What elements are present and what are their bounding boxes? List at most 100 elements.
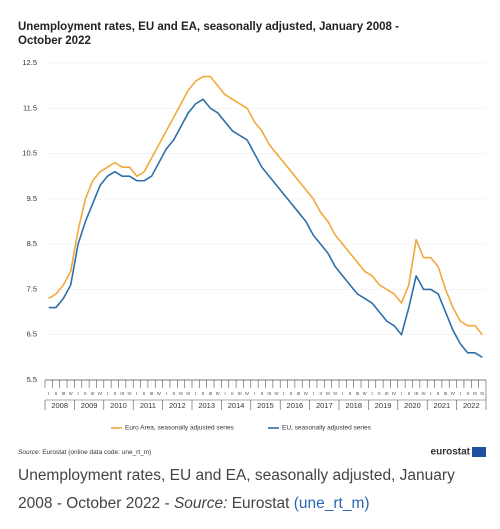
x-tick-label: II — [261, 391, 263, 396]
x-tick-label: II — [172, 391, 174, 396]
x-tick-label: I — [254, 391, 255, 396]
y-tick-label: 8.5 — [27, 239, 37, 248]
year-label: 2022 — [463, 401, 480, 410]
legend-label: Euro Area, seasonally adjusted series — [125, 425, 235, 432]
source-label: Source: — [18, 449, 41, 456]
caption-source: Eurostat — [231, 495, 290, 512]
x-tick-label: I — [342, 391, 343, 396]
chart-title: Unemployment rates, EU and EA, seasonall… — [18, 21, 399, 47]
x-tick-label: I — [48, 391, 49, 396]
x-tick-label: III — [444, 391, 448, 396]
year-label: 2015 — [257, 401, 274, 410]
x-tick-label: II — [349, 391, 351, 396]
x-tick-label: I — [136, 391, 137, 396]
x-tick-label: III — [267, 391, 271, 396]
caption-link[interactable]: (une_rt_m) — [293, 495, 370, 512]
x-tick-label: IV — [157, 391, 161, 396]
y-tick-label: 6.5 — [27, 330, 37, 339]
x-tick-label: III — [238, 391, 242, 396]
year-label: 2021 — [434, 401, 451, 410]
chart: 5.56.57.58.59.510.511.512.5I II III IV I II II… — [18, 58, 487, 458]
source-text: Eurostat (online data code: une_rt_m) — [42, 449, 151, 456]
x-tick-label: II — [84, 391, 86, 396]
x-tick-label: II — [290, 391, 292, 396]
x-tick-label: II — [319, 391, 321, 396]
year-label: 2013 — [198, 401, 215, 410]
x-tick-label: II — [202, 391, 204, 396]
x-tick-label: IV — [363, 391, 367, 396]
x-tick-label: II — [143, 391, 145, 396]
x-tick-label: III — [297, 391, 301, 396]
series-line — [48, 98, 483, 359]
caption-text: Unemployment rates, EU and EA, seasonall… — [18, 467, 455, 512]
x-tick-label: IV — [128, 391, 132, 396]
x-tick-label: III — [209, 391, 213, 396]
y-tick-label: 9.5 — [27, 194, 37, 203]
x-tick-label: I — [166, 391, 167, 396]
year-label: 2020 — [404, 401, 421, 410]
x-tick-label: IV — [98, 391, 102, 396]
x-tick-label: I — [283, 391, 284, 396]
caption: Unemployment rates, EU and EA, seasonall… — [18, 462, 493, 518]
legend-label: EU, seasonally adjusted series — [282, 425, 372, 432]
x-tick-label: I — [195, 391, 196, 396]
logo-flag — [472, 447, 486, 457]
x-tick-label: II — [55, 391, 57, 396]
x-tick-label: II — [408, 391, 410, 396]
y-tick-label: 12.5 — [22, 58, 37, 67]
x-tick-label: IV — [422, 391, 426, 396]
x-tick-label: IV — [275, 391, 279, 396]
year-label: 2014 — [228, 401, 245, 410]
source: Source: Eurostat (online data code: une_… — [18, 449, 151, 456]
x-tick-label: IV — [186, 391, 190, 396]
x-tick-label: IV — [333, 391, 337, 396]
x-tick-label: I — [313, 391, 314, 396]
series-line — [48, 75, 483, 336]
x-tick-label: I — [224, 391, 225, 396]
x-tick-label: IV — [451, 391, 455, 396]
x-tick-label: II — [231, 391, 233, 396]
x-tick-label: III — [385, 391, 389, 396]
year-label: 2017 — [316, 401, 333, 410]
year-label: 2016 — [287, 401, 304, 410]
year-label: 2009 — [81, 401, 98, 410]
y-tick-label: 7.5 — [27, 284, 37, 293]
x-tick-label: IV — [392, 391, 396, 396]
x-tick-label: II — [437, 391, 439, 396]
year-label: 2010 — [110, 401, 127, 410]
x-tick-label: III — [473, 391, 477, 396]
x-tick-label: IV — [216, 391, 220, 396]
y-tick-label: 5.5 — [27, 375, 37, 384]
year-label: 2019 — [375, 401, 392, 410]
x-tick-label: I — [401, 391, 402, 396]
x-tick-label: IV — [245, 391, 249, 396]
year-label: 2008 — [51, 401, 68, 410]
x-tick-label: I — [371, 391, 372, 396]
y-tick-label: 11.5 — [23, 103, 37, 112]
x-tick-label: III — [91, 391, 95, 396]
x-tick-label: I — [460, 391, 461, 396]
x-tick-label: III — [62, 391, 66, 396]
x-tick-label: IV — [480, 391, 484, 396]
x-tick-label: II — [114, 391, 116, 396]
x-tick-label: II — [466, 391, 468, 396]
x-tick-label: III — [356, 391, 360, 396]
x-tick-label: I — [107, 391, 108, 396]
x-tick-label: III — [326, 391, 330, 396]
x-tick-label: II — [378, 391, 380, 396]
x-tick-label: III — [179, 391, 183, 396]
x-tick-label: IV — [304, 391, 308, 396]
year-label: 2018 — [345, 401, 362, 410]
x-tick-label: III — [150, 391, 154, 396]
x-tick-label: III — [120, 391, 124, 396]
x-tick-label: I — [77, 391, 78, 396]
year-label: 2012 — [169, 401, 186, 410]
year-label: 2011 — [140, 401, 156, 410]
caption-source-label: Source: — [173, 495, 228, 512]
logo: eurostat — [431, 447, 471, 458]
x-tick-label: IV — [69, 391, 73, 396]
x-tick-label: III — [414, 391, 418, 396]
x-tick-label: I — [430, 391, 431, 396]
y-tick-label: 10.5 — [22, 149, 37, 158]
